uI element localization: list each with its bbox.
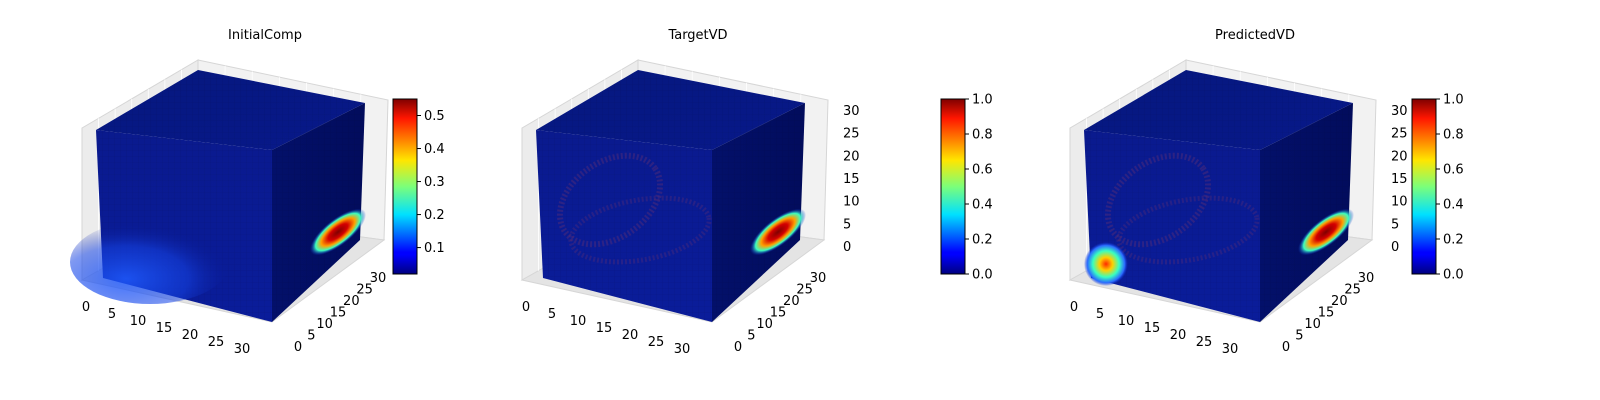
y-tick-label: 25	[356, 283, 373, 298]
y-tick-label: 30	[810, 271, 827, 286]
y-tick-label: 10	[756, 317, 773, 332]
y-tick-label: 15	[1318, 306, 1335, 321]
ring-structure	[568, 195, 712, 265]
cube-top-grid	[96, 70, 365, 150]
x-tick-label: 5	[548, 307, 556, 322]
panel-title: PredictedVD	[1215, 28, 1295, 43]
colorbar-gradient	[1411, 98, 1437, 275]
colorbar: 0.0 0.2 0.4 0.6 0.8 1.0	[1411, 93, 1464, 283]
side-blob	[1298, 208, 1354, 256]
y-tick-label: 25	[796, 283, 813, 298]
y-tick-label: 5	[1295, 329, 1303, 344]
y-tick-label: 15	[330, 306, 347, 321]
z-tick-label: 0	[1391, 240, 1399, 255]
x-tick-label: 15	[156, 321, 173, 336]
y-tick-label: 10	[1304, 317, 1321, 332]
x-tick-label: 25	[1196, 335, 1213, 350]
colorbar-tick-label: 0.2	[1443, 233, 1464, 248]
x-tick-label: 30	[674, 342, 691, 357]
colorbar-tick-label: 0.2	[972, 233, 993, 248]
cube-side-grid	[272, 103, 365, 322]
front-bottom-blob	[1084, 242, 1128, 286]
x-tick-label: 5	[108, 307, 116, 322]
y-tick-label: 5	[747, 329, 755, 344]
colorbar-tick-label: 0.4	[424, 142, 445, 157]
z-tick-label: 0	[843, 240, 851, 255]
cube-top-grid	[536, 70, 805, 150]
x-tick-label: 15	[1144, 321, 1161, 336]
colorbar-tick-label: 0.1	[424, 241, 445, 256]
x-tick-label: 30	[1222, 342, 1239, 357]
colorbar: 0.0 0.2 0.4 0.6 0.8 1.0	[940, 93, 993, 283]
y-tick-label: 20	[1331, 294, 1348, 309]
z-tick-label: 25	[1391, 127, 1408, 142]
panel-title: TargetVD	[667, 28, 727, 43]
colorbar-tick-label: 1.0	[1443, 93, 1464, 108]
x-tick-label: 25	[648, 335, 665, 350]
colorbar-tick-label: 0.0	[972, 268, 993, 283]
x-tick-label: 10	[1118, 314, 1135, 329]
colorbar-gradient	[940, 98, 966, 275]
y-tick-label: 30	[370, 271, 387, 286]
x-tick-label: 0	[522, 300, 530, 315]
x-tick-label: 5	[1096, 307, 1104, 322]
x-tick-label: 10	[570, 314, 587, 329]
z-tick-label: 15	[843, 172, 860, 187]
colorbar-tick-label: 0.6	[972, 163, 993, 178]
y-tick-label: 0	[294, 340, 302, 355]
colorbar-tick-label: 1.0	[972, 93, 993, 108]
colorbar-gradient	[392, 98, 418, 275]
colorbar-tick-label: 0.0	[1443, 268, 1464, 283]
colorbar-tick-label: 0.4	[1443, 198, 1464, 213]
z-tick-label: 25	[843, 127, 860, 142]
z-tick-label: 5	[1391, 217, 1399, 232]
y-tick-label: 30	[1358, 271, 1375, 286]
y-tick-label: 25	[1344, 283, 1361, 298]
x-tick-label: 25	[208, 335, 225, 350]
colorbar-tick-label: 0.2	[424, 208, 445, 223]
colorbar-tick-label: 0.5	[424, 109, 445, 124]
z-tick-label: 10	[843, 195, 860, 210]
y-tick-label: 10	[316, 317, 333, 332]
colorbar-tick-label: 0.4	[972, 198, 993, 213]
z-tick-label: 20	[1391, 149, 1408, 164]
cube-side-grid	[1260, 103, 1353, 322]
z-tick-label: 30	[843, 104, 860, 119]
y-tick-label: 0	[734, 340, 742, 355]
z-tick-label: 15	[1391, 172, 1408, 187]
panel-title: InitialComp	[228, 28, 302, 43]
side-blob	[750, 208, 806, 256]
colorbar-tick-label: 0.6	[1443, 163, 1464, 178]
colorbar: 0.1 0.2 0.3 0.4 0.5	[392, 98, 445, 275]
ring-structure	[1116, 195, 1260, 265]
x-tick-label: 0	[82, 300, 90, 315]
x-tick-label: 15	[596, 321, 613, 336]
z-tick-label: 20	[843, 149, 860, 164]
z-tick-label: 10	[1391, 195, 1408, 210]
y-tick-label: 20	[783, 294, 800, 309]
x-tick-label: 20	[622, 328, 639, 343]
x-tick-label: 0	[1070, 300, 1078, 315]
cube-top-grid	[1084, 70, 1353, 150]
x-tick-label: 20	[182, 328, 199, 343]
y-tick-label: 15	[770, 306, 787, 321]
front-bottom-blob	[70, 220, 230, 304]
x-tick-label: 30	[234, 342, 251, 357]
x-tick-label: 10	[130, 314, 147, 329]
z-tick-label: 5	[843, 217, 851, 232]
side-blob	[310, 208, 366, 256]
cube-side-grid	[712, 103, 805, 322]
colorbar-tick-label: 0.8	[972, 128, 993, 143]
colorbar-tick-label: 0.3	[424, 175, 445, 190]
x-tick-label: 20	[1170, 328, 1187, 343]
colorbar-tick-label: 0.8	[1443, 128, 1464, 143]
y-tick-label: 5	[307, 329, 315, 344]
y-tick-label: 0	[1282, 340, 1290, 355]
z-tick-label: 30	[1391, 104, 1408, 119]
y-tick-label: 20	[343, 294, 360, 309]
